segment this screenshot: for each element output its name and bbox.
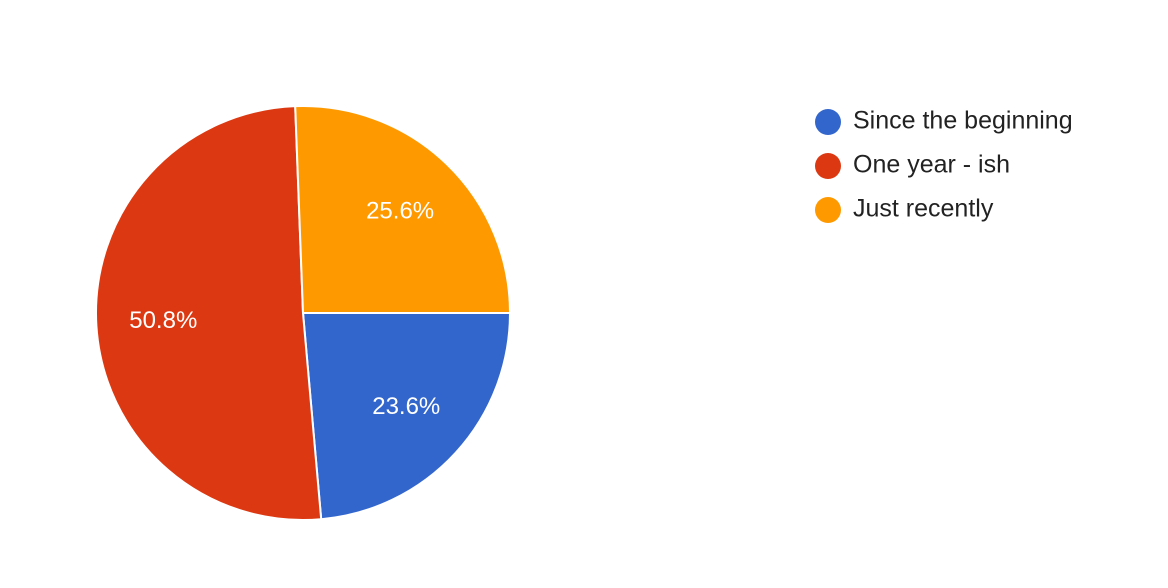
legend-label: One year - ish xyxy=(853,151,1010,179)
legend-marker xyxy=(815,197,841,223)
legend-label: Just recently xyxy=(853,195,994,223)
pie-slice xyxy=(95,105,323,521)
legend-label: Since the beginning xyxy=(853,107,1073,135)
value-label: 23.6% xyxy=(372,393,440,420)
value-label: 25.6% xyxy=(366,198,434,225)
legend-marker xyxy=(815,109,841,135)
value-label: 50.8% xyxy=(129,307,197,334)
pie-slice xyxy=(294,105,512,314)
pie-slice xyxy=(301,312,512,521)
legend-marker xyxy=(815,153,841,179)
